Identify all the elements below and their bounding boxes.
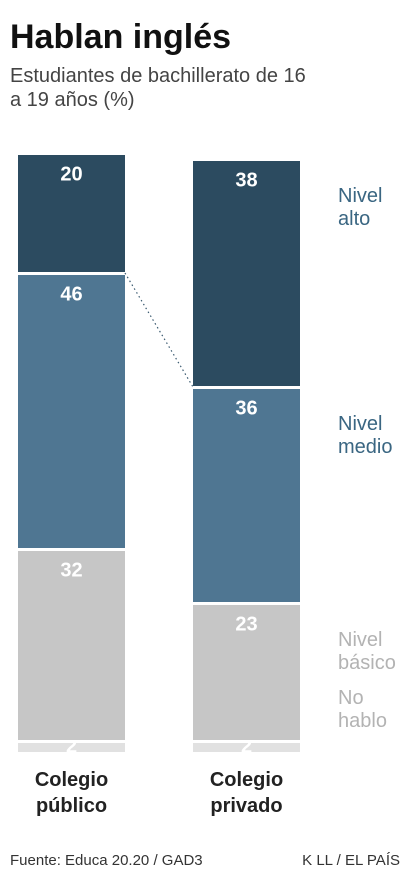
value-label: 32 xyxy=(60,559,82,581)
value-label: 38 xyxy=(235,169,257,191)
bar-segment xyxy=(193,161,300,386)
legend-label: No hablo xyxy=(338,687,387,732)
credit: K LL / EL PAÍS xyxy=(302,852,400,869)
legend-label: Nivel alto xyxy=(338,185,383,230)
category-label: Colegio privado xyxy=(209,769,284,817)
source: Fuente: Educa 20.20 / GAD3 xyxy=(10,852,203,869)
value-label: 2 xyxy=(66,735,77,757)
bar-segment xyxy=(18,155,125,272)
bar-segment xyxy=(18,275,125,548)
bar-segment xyxy=(193,605,300,740)
bar-segment xyxy=(193,743,300,752)
connector xyxy=(124,272,194,388)
bar-segment xyxy=(193,389,300,602)
value-label: 23 xyxy=(235,613,257,635)
chart-subtitle: Estudiantes de bachillerato de 16 a 19 a… xyxy=(10,65,306,111)
legend-label: Nivel básico xyxy=(338,629,396,674)
bar-segment xyxy=(18,551,125,740)
value-label: 46 xyxy=(60,283,82,305)
bar-segment xyxy=(18,743,125,752)
value-label: 2 xyxy=(241,735,252,757)
chart-title: Hablan inglés xyxy=(10,18,232,56)
value-label: 36 xyxy=(235,397,257,419)
legend-label: Nivel medio xyxy=(338,413,393,458)
category-label: Colegio público xyxy=(34,769,109,817)
value-label: 20 xyxy=(60,163,82,185)
